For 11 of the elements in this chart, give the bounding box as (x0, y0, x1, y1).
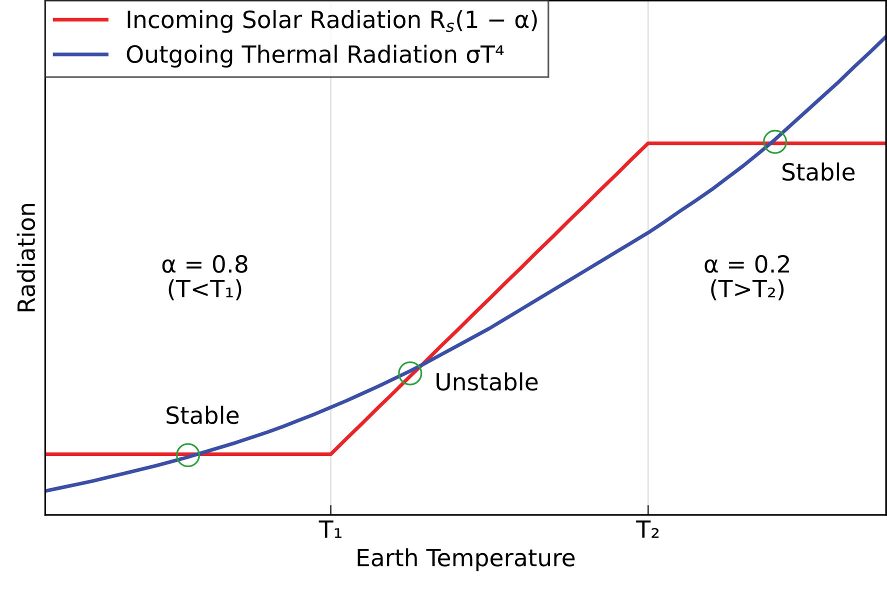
legend-label: Incoming Solar Radiation R$_{s}$(1 − α) (128, 10, 537, 33)
x-tick-label: T₂ (636, 520, 659, 538)
annotation: α = 0.8 (T<T₁) (162, 255, 248, 300)
x-tick-label: T₁ (318, 520, 342, 538)
y-axis-title: Radiation (16, 204, 36, 312)
annotation: α = 0.2 (T>T₂) (704, 255, 789, 300)
annotation: Unstable (436, 372, 538, 391)
x-axis-title: Earth Temperature (358, 548, 575, 572)
legend-label: Outgoing Thermal Radiation σT⁴ (126, 44, 504, 68)
annotation: Stable (782, 162, 855, 181)
annotation: Stable (166, 406, 239, 424)
